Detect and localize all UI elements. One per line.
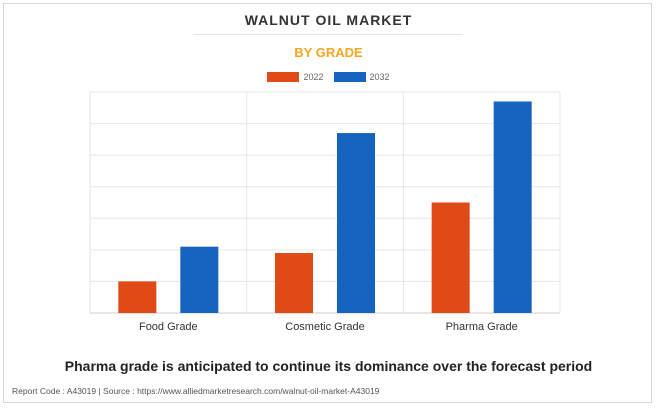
bar-2022-food-grade[interactable] [118, 281, 157, 313]
title-divider [193, 34, 463, 35]
bar-2032-cosmetic-grade[interactable] [337, 133, 375, 313]
legend-swatch-2022 [267, 72, 300, 82]
chart-frame [3, 3, 652, 403]
x-tick-label: Pharma Grade [446, 321, 518, 333]
x-tick-label: Cosmetic Grade [285, 321, 364, 333]
bar-2022-cosmetic-grade[interactable] [275, 253, 313, 313]
legend-item-2022[interactable]: 2022 [267, 72, 324, 82]
legend-label-2022: 2022 [303, 72, 324, 82]
legend-item-2032[interactable]: 2032 [333, 72, 390, 82]
bar-2022-pharma-grade[interactable] [431, 202, 470, 314]
x-tick-label: Food Grade [139, 321, 198, 333]
bar-2032-food-grade[interactable] [180, 246, 219, 313]
chart-subtitle: BY GRADE [294, 45, 363, 60]
bar-2032-pharma-grade[interactable] [493, 101, 532, 313]
report-footer: Report Code : A43019 | Source : https://… [12, 386, 380, 396]
chart-footnote: Pharma grade is anticipated to continue … [64, 358, 593, 374]
legend-label-2032: 2032 [369, 72, 390, 82]
legend: 2022 2032 [0, 72, 657, 82]
chart-title: WALNUT OIL MARKET [244, 12, 413, 28]
legend-swatch-2032 [333, 72, 366, 82]
